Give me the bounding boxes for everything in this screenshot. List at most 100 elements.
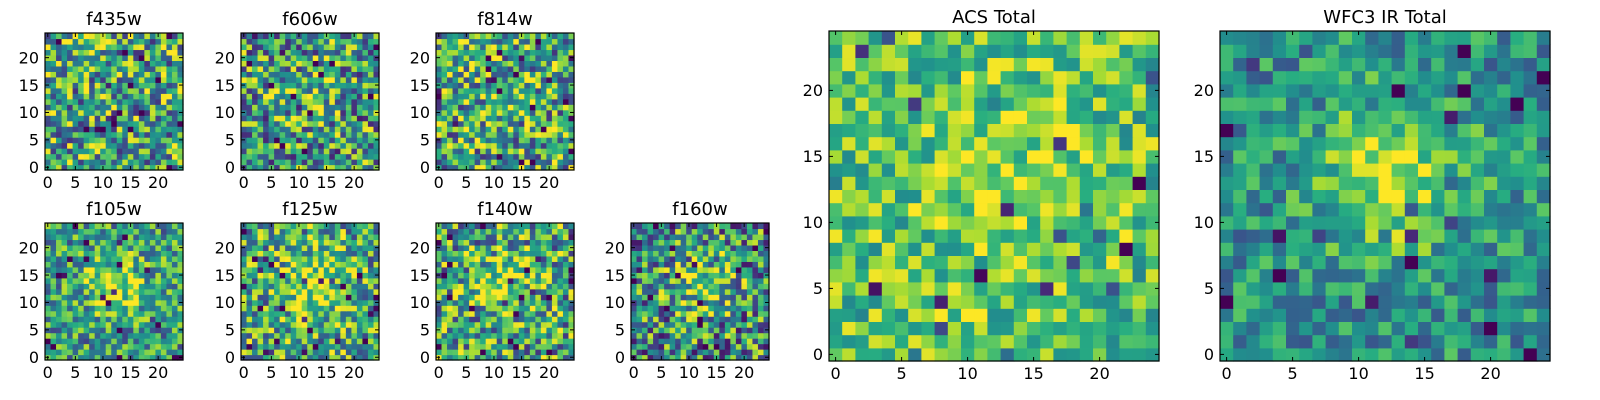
- heatmap-cell: [144, 142, 151, 149]
- heatmap-cell: [290, 223, 297, 230]
- heatmap-cell: [285, 255, 292, 262]
- heatmap-cell: [56, 244, 63, 251]
- heatmap-cell: [149, 321, 156, 328]
- heatmap-cell: [268, 120, 275, 127]
- heatmap-cell: [529, 131, 536, 138]
- heatmap-cell: [72, 244, 79, 251]
- heatmap-cell: [246, 283, 253, 290]
- heatmap-cell: [974, 242, 988, 256]
- heatmap-cell: [111, 98, 118, 105]
- heatmap-cell: [691, 316, 698, 323]
- heatmap-cell: [340, 349, 347, 356]
- heatmap-cell: [345, 120, 352, 127]
- heatmap-cell: [741, 343, 748, 350]
- heatmap-cell: [921, 255, 936, 270]
- heatmap-cell: [345, 250, 352, 257]
- heatmap-cell: [171, 38, 179, 45]
- heatmap-cell: [56, 233, 63, 241]
- heatmap-cell: [469, 261, 476, 268]
- heatmap-cell: [551, 60, 559, 67]
- heatmap-cell: [881, 347, 896, 362]
- heatmap-cell: [100, 244, 107, 251]
- heatmap-cell: [653, 272, 660, 279]
- heatmap-cell: [241, 283, 248, 290]
- heatmap-cell: [72, 49, 79, 56]
- heatmap-cell: [78, 239, 85, 246]
- heatmap-cell: [447, 327, 454, 334]
- heatmap-cell: [447, 164, 454, 171]
- heatmap-cell: [56, 299, 63, 306]
- heatmap-cell: [452, 153, 459, 160]
- heatmap-cell: [334, 327, 341, 334]
- heatmap-cell: [757, 255, 765, 262]
- heatmap-cell: [367, 299, 375, 306]
- heatmap-cell: [441, 159, 448, 166]
- heatmap-cell: [474, 60, 481, 67]
- heatmap-cell: [160, 54, 168, 61]
- heatmap-cell: [166, 332, 173, 339]
- heatmap-cell: [895, 189, 909, 204]
- heatmap-cell: [67, 82, 74, 89]
- heatmap-cell: [1000, 242, 1015, 256]
- heatmap-cell: [274, 137, 281, 144]
- heatmap-cell: [642, 250, 649, 257]
- heatmap-cell: [138, 228, 145, 235]
- heatmap-cell: [697, 349, 704, 356]
- heatmap-cell: [133, 137, 140, 144]
- heatmap-cell: [987, 268, 1002, 283]
- heatmap-cell: [735, 228, 742, 235]
- x-tick-label: 20: [344, 173, 364, 192]
- heatmap-cell: [562, 272, 570, 279]
- heatmap-cell: [642, 233, 649, 241]
- heatmap-cell: [296, 321, 303, 328]
- heatmap-cell: [895, 242, 909, 256]
- heatmap-cell: [78, 76, 85, 83]
- heatmap-cell: [474, 223, 481, 230]
- heatmap-cell: [268, 321, 275, 328]
- heatmap-cell: [61, 49, 68, 56]
- heatmap-cell: [127, 277, 134, 284]
- heatmap-cell: [274, 250, 281, 257]
- heatmap-cell: [829, 189, 843, 204]
- heatmap-cell: [702, 321, 709, 328]
- heatmap-cell: [351, 109, 358, 116]
- heatmap-cell: [241, 71, 248, 78]
- heatmap-cell: [257, 244, 264, 251]
- heatmap-cell: [474, 43, 481, 51]
- heatmap-cell: [177, 131, 184, 138]
- heatmap-cell: [757, 288, 765, 295]
- heatmap-cell: [1053, 242, 1068, 256]
- heatmap-cell: [285, 148, 292, 155]
- heatmap-cell: [895, 321, 909, 336]
- heatmap-cell: [367, 93, 375, 100]
- heatmap-cell: [50, 277, 57, 284]
- heatmap-cell: [513, 277, 520, 284]
- heatmap-cell: [312, 65, 319, 72]
- heatmap-cell: [144, 354, 151, 361]
- heatmap-cell: [362, 38, 369, 45]
- heatmap-cell: [307, 305, 314, 312]
- heatmap-cell: [138, 288, 145, 295]
- heatmap-cell: [116, 164, 123, 171]
- heatmap-cell: [669, 338, 676, 345]
- heatmap-cell: [697, 283, 704, 290]
- heatmap-cell: [94, 93, 101, 100]
- heatmap-cell: [318, 228, 325, 235]
- heatmap-cell: [691, 250, 698, 257]
- heatmap-cell: [447, 343, 454, 350]
- heatmap-cell: [562, 137, 570, 144]
- heatmap-cell: [757, 305, 765, 312]
- heatmap-cell: [312, 283, 319, 290]
- heatmap-cell: [447, 120, 454, 127]
- heatmap-cell: [474, 343, 481, 350]
- heatmap-cell: [367, 131, 375, 138]
- heatmap-cell: [144, 60, 151, 67]
- heatmap-cell: [469, 305, 476, 312]
- heatmap-cell: [312, 126, 319, 133]
- heatmap-cell: [246, 137, 253, 144]
- heatmap-cell: [485, 343, 492, 350]
- heatmap-cell: [111, 250, 118, 257]
- heatmap-cell: [252, 38, 259, 45]
- heatmap-cell: [296, 60, 303, 67]
- heatmap-cell: [436, 343, 443, 350]
